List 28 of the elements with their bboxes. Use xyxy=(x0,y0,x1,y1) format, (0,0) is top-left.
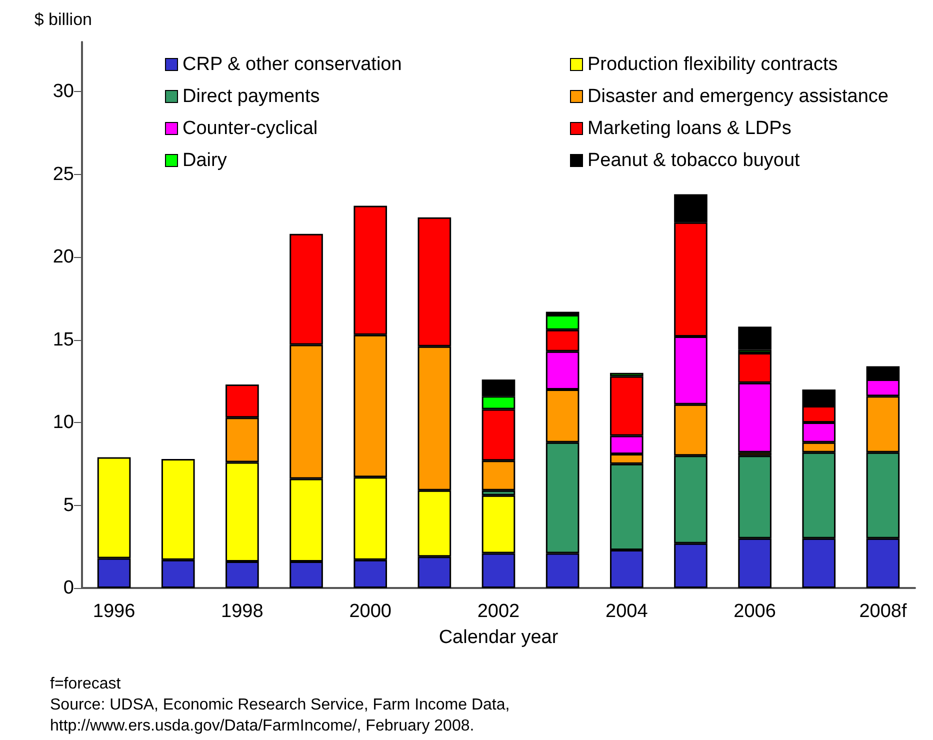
y-tick-label: 5 xyxy=(63,494,74,516)
x-tick-label: 2002 xyxy=(477,601,520,622)
bar xyxy=(738,326,772,350)
x-tick-label: 1996 xyxy=(92,601,136,622)
y-tick-label: 20 xyxy=(52,246,74,268)
x-tick-label: 2006 xyxy=(734,601,776,622)
y-tick-label: 30 xyxy=(52,81,74,102)
x-tick-label: 2004 xyxy=(606,601,648,622)
y-tick-label: 15 xyxy=(52,329,74,350)
source-note: Source: UDSA, Economic Research Service, Farm Income Data, xyxy=(50,696,510,714)
legend-label: Dairy xyxy=(182,150,228,171)
legend-label: Disaster and emergency assistance xyxy=(588,86,888,107)
legend-label: Direct payments xyxy=(182,86,320,107)
y-tick-label: 10 xyxy=(52,412,74,434)
x-tick-label: 2008f xyxy=(859,601,908,622)
legend-label: Counter-cyclical xyxy=(182,118,318,139)
y-axis-title: $ billion xyxy=(34,10,92,29)
x-axis-title: Calendar year xyxy=(438,627,559,648)
text: f=forecast xyxy=(50,676,122,692)
y-tick-label: 0 xyxy=(63,578,74,598)
text: http://www.ers.usda.gov/Data/FarmIncome/, February 2008. xyxy=(50,718,474,734)
y-tick-label: 25 xyxy=(52,164,74,185)
legend-label: CRP & other conservation xyxy=(182,54,402,75)
legend-label: Marketing loans & LDPs xyxy=(588,118,792,139)
legend-label: Peanut & tobacco buyout xyxy=(588,150,801,171)
x-tick-label: 2000 xyxy=(349,601,392,622)
legend-label: Production flexibility contracts xyxy=(588,54,838,75)
x-tick-label: 1998 xyxy=(221,601,264,622)
